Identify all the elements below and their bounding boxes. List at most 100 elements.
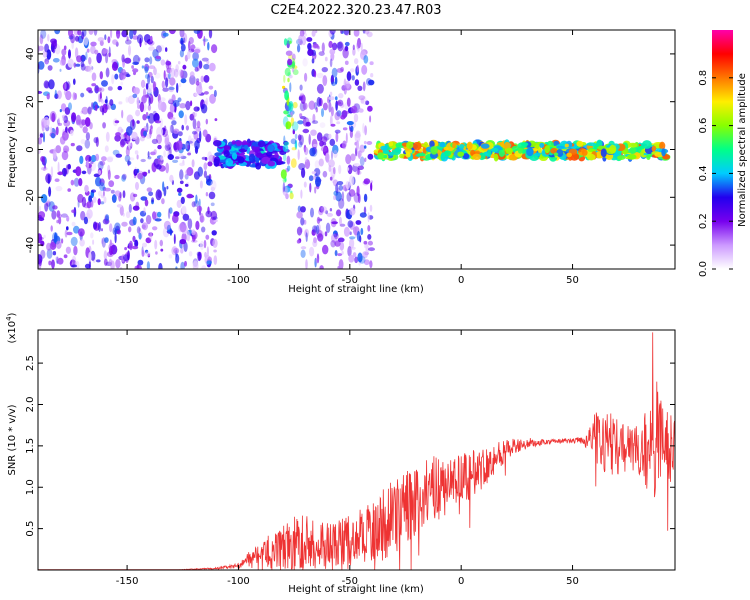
spectrogram-cell xyxy=(211,230,217,236)
spectrogram-cell xyxy=(350,246,356,250)
spectrogram-cell xyxy=(94,49,99,55)
spectrogram-cell xyxy=(112,39,118,45)
spectrogram-cell xyxy=(73,177,80,187)
spectrogram-cell xyxy=(92,196,97,203)
spectrogram-cell xyxy=(152,110,157,118)
spectrogram-cell xyxy=(363,193,368,203)
spectrogram-cell xyxy=(362,251,368,259)
spectrogram-cell xyxy=(315,30,318,34)
spectrogram-cell xyxy=(282,182,286,193)
spectrogram-cell xyxy=(65,90,72,101)
spectrogram-cell xyxy=(150,35,153,43)
spectrogram-cell xyxy=(349,238,355,249)
spectrogram-cell xyxy=(370,182,373,192)
spectrogram-cell xyxy=(302,128,310,134)
spectrogram-cell xyxy=(75,166,82,177)
spectrogram-cell xyxy=(194,48,201,54)
spectrogram-cell xyxy=(128,226,132,233)
spectrogram-cell xyxy=(114,120,120,124)
spectrogram-cell xyxy=(197,251,202,262)
spectrogram-cell xyxy=(297,134,302,141)
spectrogram-cell xyxy=(56,240,62,249)
spectrogram-cell xyxy=(133,168,138,176)
spectrogram-cell xyxy=(292,129,295,135)
spectrogram-cell xyxy=(195,220,200,230)
spectrogram-cell xyxy=(178,192,182,196)
spectrogram-cell xyxy=(356,185,360,197)
spectrogram-cell xyxy=(148,191,154,197)
spectrogram-cell xyxy=(363,206,367,215)
spectrogram-cell xyxy=(95,153,100,162)
spectrogram-cell xyxy=(154,72,161,79)
spectrogram-cell xyxy=(105,67,110,78)
spectrogram-cell xyxy=(185,169,191,176)
spectrogram-cell xyxy=(122,190,126,199)
spectrogram-cell xyxy=(131,245,139,250)
spectrogram-cell xyxy=(160,248,164,252)
spectrogram-cell xyxy=(136,226,141,234)
spectrogram-cell xyxy=(46,248,53,259)
spectrogram-cell xyxy=(102,48,109,54)
spectrogram-cell xyxy=(184,183,189,187)
spectrogram-cell xyxy=(134,239,139,248)
spectrogram-cell xyxy=(38,61,45,70)
spectrogram-cell xyxy=(109,239,112,247)
spectrogram-cell xyxy=(140,218,144,224)
spectrogram-cell xyxy=(79,155,84,165)
spectrogram-cell xyxy=(255,162,262,170)
spectrogram-cell xyxy=(110,189,115,194)
spectrogram-cell xyxy=(285,193,289,200)
spectrogram-cell xyxy=(106,251,114,258)
spectrogram-cell xyxy=(277,161,284,165)
spectrogram-cell xyxy=(324,56,328,62)
spectrogram-cell xyxy=(627,142,638,148)
spectrogram-cell xyxy=(287,77,290,83)
spectrogram-cell xyxy=(145,249,149,254)
spectrogram-cell xyxy=(114,174,120,180)
spectrogram-cell xyxy=(132,30,137,36)
spectrogram-cell xyxy=(154,239,158,250)
spectrogram-cell xyxy=(128,45,131,56)
spectrogram-cell xyxy=(314,160,320,169)
spectrogram-cell xyxy=(211,44,218,54)
spectrogram-cell xyxy=(142,114,147,121)
spectrogram-cell xyxy=(586,142,597,146)
spectrogram-cell xyxy=(152,81,156,92)
spectrogram-cell xyxy=(319,265,324,269)
spectrogram-cell xyxy=(54,232,58,243)
spectrogram-cell xyxy=(179,49,184,58)
spectrogram-cell xyxy=(144,251,151,257)
spectrogram-cell xyxy=(350,105,358,114)
spectrogram-cell xyxy=(367,240,373,246)
spectrogram-cell xyxy=(123,254,129,262)
spectrogram-cell xyxy=(140,158,146,163)
spectrogram-cell xyxy=(422,147,427,155)
spectrogram-cell xyxy=(168,30,176,35)
spectrogram-cell xyxy=(160,59,166,66)
spectrogram-cell xyxy=(191,229,196,236)
spectrogram-cell xyxy=(38,258,42,267)
spectrogram-cell xyxy=(190,138,196,147)
spectrogram-cell xyxy=(94,104,98,112)
spectrogram-cell xyxy=(315,107,318,113)
spectrogram-cell xyxy=(179,169,184,180)
spectrogram-cell xyxy=(99,178,105,187)
spectrogram-cell xyxy=(358,150,361,159)
spectrogram-cell xyxy=(136,120,140,124)
spectrogram-cell xyxy=(84,184,89,193)
spectrogram-cell xyxy=(286,165,291,172)
spectrogram-cell xyxy=(115,259,121,269)
spectrogram-cell xyxy=(192,260,199,269)
spectrogram-cell xyxy=(111,61,119,71)
spectrogram-cell xyxy=(119,205,124,216)
spectrogram-cell xyxy=(88,90,93,94)
spectrogram-cell xyxy=(64,82,67,90)
spectrogram-cell xyxy=(310,207,314,218)
spectrogram-cell xyxy=(61,48,67,56)
spectrogram-cell xyxy=(337,253,343,257)
y-tick-label: 2.5 xyxy=(25,355,36,371)
spectrogram-cell xyxy=(57,122,62,126)
y-tick-label: -40 xyxy=(25,237,36,253)
spectrogram-cell xyxy=(194,140,200,150)
spectrogram-cell xyxy=(196,78,200,82)
